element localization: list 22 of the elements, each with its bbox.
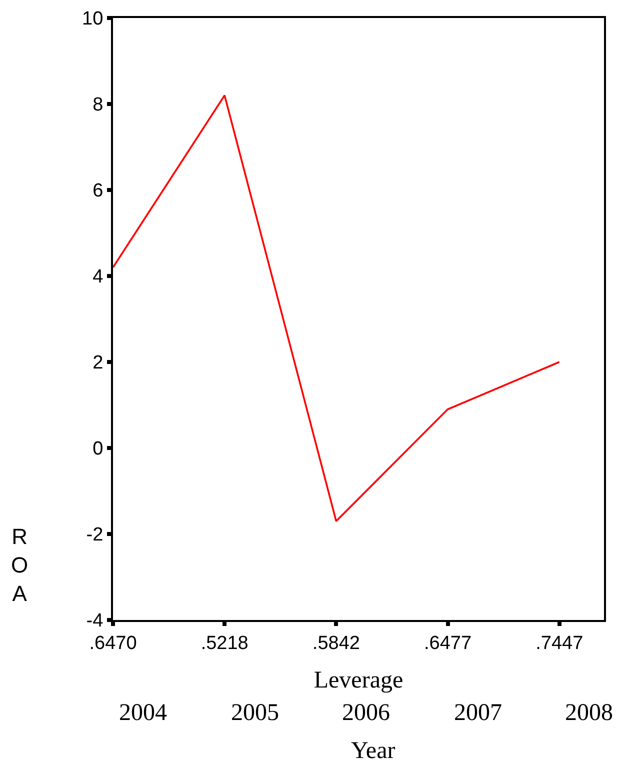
text: 2005 xyxy=(231,700,279,726)
x-tick-label: .6470 xyxy=(89,632,137,654)
text: 2008 xyxy=(565,700,613,726)
text: Year xyxy=(351,738,396,764)
y-tick-label: 10 xyxy=(82,8,104,30)
y-tick-label: 8 xyxy=(92,94,104,116)
y-tick-label: -4 xyxy=(86,610,104,632)
x-tick-label: .6477 xyxy=(424,632,472,654)
text: 2004 xyxy=(119,700,167,726)
y-axis-title: ROA xyxy=(11,524,28,606)
y-tick-label: -2 xyxy=(86,524,104,546)
line-series xyxy=(113,94,560,522)
y-tick-label: 0 xyxy=(92,438,104,460)
x-tick-label: .5218 xyxy=(200,632,248,654)
y-tick-label: 4 xyxy=(92,266,104,288)
text: 2006 xyxy=(342,700,390,726)
y-tick-label: 6 xyxy=(92,180,104,202)
x-axis-title: Leverage xyxy=(314,668,404,694)
y-tick-label: 2 xyxy=(92,352,104,374)
text: 2007 xyxy=(454,700,502,726)
x-tick-label: .5842 xyxy=(312,632,360,654)
x-tick-label: .7447 xyxy=(536,632,584,654)
